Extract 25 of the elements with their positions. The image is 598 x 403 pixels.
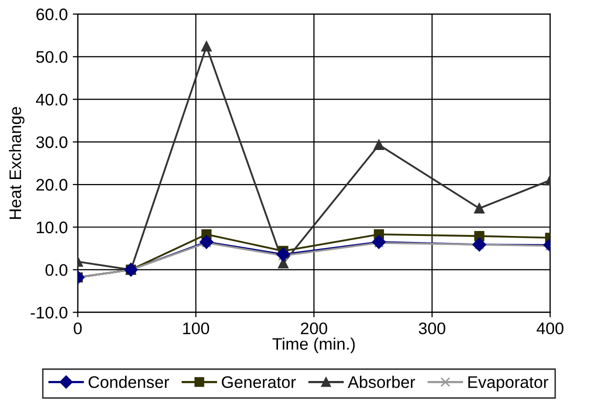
x-tick-label: 0	[74, 322, 82, 334]
y-tick-label: 40.0	[36, 94, 68, 106]
y-tick-label: 20.0	[36, 178, 68, 191]
point	[474, 203, 484, 214]
x-tick-label: 200	[300, 322, 328, 334]
y-axis-title: Heat Exchange	[8, 106, 24, 219]
legend-label: Evaporator	[468, 376, 548, 392]
y-tick-label: -10.0	[30, 306, 68, 319]
point	[372, 235, 386, 249]
point	[374, 140, 384, 150]
legend-label: Generator	[222, 376, 296, 388]
x-tick-label: 100	[183, 322, 210, 334]
x-axis-title: Time (min.)	[272, 338, 355, 354]
y-tick-label: 60.0	[36, 8, 68, 20]
point	[200, 235, 214, 249]
y-tick-label: 10.0	[36, 222, 68, 234]
x-tick-label: 300	[418, 322, 446, 334]
x-tick-label: 400	[536, 322, 564, 334]
y-tick-label: 50.0	[36, 51, 68, 63]
point	[201, 41, 212, 52]
legend-label: Absorber	[348, 376, 416, 388]
y-tick-label: 0.0	[46, 264, 68, 276]
point	[276, 248, 290, 262]
legend-label: Condenser	[88, 376, 170, 388]
y-tick-label: 30.0	[36, 136, 68, 148]
